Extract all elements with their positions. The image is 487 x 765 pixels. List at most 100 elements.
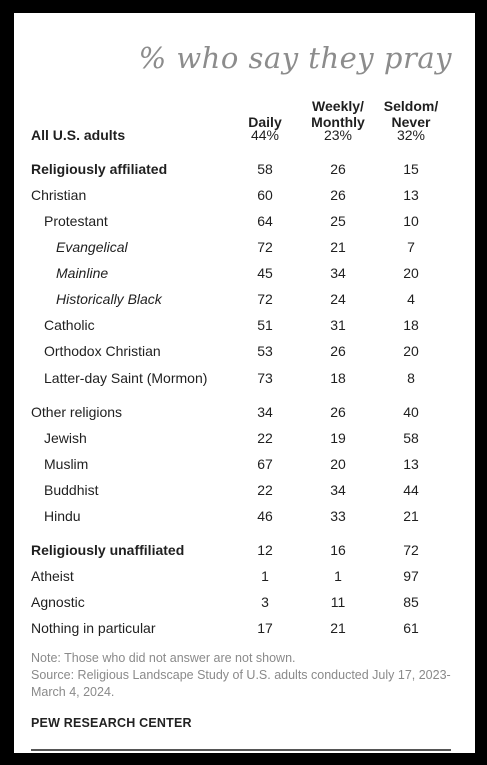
value-daily: 58 bbox=[257, 161, 273, 177]
value-seldom-never: 58 bbox=[403, 430, 419, 446]
row-label: Religiously unaffiliated bbox=[31, 542, 185, 558]
value-seldom-never: 7 bbox=[407, 239, 415, 255]
value-daily: 44% bbox=[250, 127, 280, 143]
value-weekly-monthly: 26 bbox=[330, 404, 346, 420]
table-row: Jewish 22 19 58 bbox=[14, 428, 475, 448]
row-label: Muslim bbox=[44, 456, 89, 472]
value-seldom-never: 20 bbox=[403, 343, 419, 359]
value-weekly-monthly: 31 bbox=[330, 317, 346, 333]
value-daily: 72 bbox=[257, 291, 273, 307]
row-label: Jewish bbox=[44, 430, 87, 446]
table-row: Religiously unaffiliated 12 16 72 bbox=[14, 540, 475, 560]
value-daily: 22 bbox=[257, 430, 273, 446]
value-seldom-never: 40 bbox=[403, 404, 419, 420]
table-row: Buddhist 22 34 44 bbox=[14, 480, 475, 500]
value-weekly-monthly: 18 bbox=[330, 370, 346, 386]
row-label: All U.S. adults bbox=[31, 127, 126, 143]
table-row: Other religions 34 26 40 bbox=[14, 402, 475, 422]
value-seldom-never: 44 bbox=[403, 482, 419, 498]
row-label: Agnostic bbox=[31, 594, 85, 610]
value-seldom-never: 72 bbox=[403, 542, 419, 558]
table-row: All U.S. adults 44% 23% 32% bbox=[14, 125, 475, 145]
row-label: Evangelical bbox=[56, 239, 128, 255]
value-daily: 51 bbox=[257, 317, 273, 333]
value-seldom-never: 20 bbox=[403, 265, 419, 281]
value-seldom-never: 18 bbox=[403, 317, 419, 333]
table-row: Mainline 45 34 20 bbox=[14, 263, 475, 283]
chart-notes: Note: Those who did not answer are not s… bbox=[31, 650, 451, 701]
row-label: Atheist bbox=[31, 568, 74, 584]
value-weekly-monthly: 26 bbox=[330, 343, 346, 359]
value-weekly-monthly: 33 bbox=[330, 508, 346, 524]
note-text: Note: Those who did not answer are not s… bbox=[31, 651, 296, 665]
row-label: Hindu bbox=[44, 508, 81, 524]
row-label: Buddhist bbox=[44, 482, 99, 498]
row-label: Orthodox Christian bbox=[44, 343, 161, 359]
row-label: Historically Black bbox=[56, 291, 162, 307]
value-daily: 45 bbox=[257, 265, 273, 281]
value-weekly-monthly: 20 bbox=[330, 456, 346, 472]
table-row: Nothing in particular 17 21 61 bbox=[14, 618, 475, 638]
value-daily: 53 bbox=[257, 343, 273, 359]
value-daily: 60 bbox=[257, 187, 273, 203]
organization-credit: PEW RESEARCH CENTER bbox=[31, 716, 192, 730]
value-daily: 3 bbox=[261, 594, 269, 610]
value-daily: 46 bbox=[257, 508, 273, 524]
chart-card: % who say they pray Daily Weekly/ Monthl… bbox=[14, 13, 475, 753]
row-label: Christian bbox=[31, 187, 87, 203]
table-row: Agnostic 3 11 85 bbox=[14, 592, 475, 612]
table-row: Muslim 67 20 13 bbox=[14, 454, 475, 474]
value-weekly-monthly: 23% bbox=[323, 127, 353, 143]
table-row: Hindu 46 33 21 bbox=[14, 506, 475, 526]
column-header-daily: Daily bbox=[248, 114, 282, 130]
column-header-seldom-never: Seldom/ Never bbox=[383, 98, 439, 130]
table-row: Latter-day Saint (Mormon) 73 18 8 bbox=[14, 368, 475, 388]
value-seldom-never: 21 bbox=[403, 508, 419, 524]
column-header-weekly-monthly: Weekly/ Monthly bbox=[311, 98, 365, 130]
value-weekly-monthly: 19 bbox=[330, 430, 346, 446]
value-weekly-monthly: 11 bbox=[330, 594, 346, 610]
value-weekly-monthly: 25 bbox=[330, 213, 346, 229]
value-seldom-never: 97 bbox=[403, 568, 419, 584]
value-weekly-monthly: 21 bbox=[330, 239, 346, 255]
value-seldom-never: 13 bbox=[403, 187, 419, 203]
value-daily: 17 bbox=[257, 620, 273, 636]
value-seldom-never: 10 bbox=[403, 213, 419, 229]
table-row: Atheist 1 1 97 bbox=[14, 566, 475, 586]
value-seldom-never: 61 bbox=[403, 620, 419, 636]
value-weekly-monthly: 1 bbox=[334, 568, 342, 584]
bottom-rule bbox=[31, 749, 451, 751]
table-row: Historically Black 72 24 4 bbox=[14, 289, 475, 309]
value-seldom-never: 32% bbox=[396, 127, 426, 143]
table-row: Catholic 51 31 18 bbox=[14, 315, 475, 335]
value-daily: 34 bbox=[257, 404, 273, 420]
value-daily: 64 bbox=[257, 213, 273, 229]
table-row: Christian 60 26 13 bbox=[14, 185, 475, 205]
value-daily: 67 bbox=[257, 456, 273, 472]
row-label: Protestant bbox=[44, 213, 108, 229]
value-weekly-monthly: 34 bbox=[330, 265, 346, 281]
row-label: Mainline bbox=[56, 265, 109, 281]
value-daily: 22 bbox=[257, 482, 273, 498]
value-weekly-monthly: 26 bbox=[330, 187, 346, 203]
value-seldom-never: 8 bbox=[407, 370, 415, 386]
value-daily: 1 bbox=[261, 568, 269, 584]
value-seldom-never: 15 bbox=[403, 161, 419, 177]
row-label: Religiously affiliated bbox=[31, 161, 168, 177]
value-daily: 73 bbox=[257, 370, 273, 386]
row-label: Other religions bbox=[31, 404, 123, 420]
row-label: Nothing in particular bbox=[31, 620, 156, 636]
row-label: Catholic bbox=[44, 317, 95, 333]
value-seldom-never: 13 bbox=[403, 456, 419, 472]
value-daily: 72 bbox=[257, 239, 273, 255]
chart-title: % who say they pray bbox=[138, 41, 452, 75]
source-text: Source: Religious Landscape Study of U.S… bbox=[31, 668, 451, 699]
value-weekly-monthly: 24 bbox=[330, 291, 346, 307]
value-weekly-monthly: 21 bbox=[330, 620, 346, 636]
table-row: Protestant 64 25 10 bbox=[14, 211, 475, 231]
table-row: Religiously affiliated 58 26 15 bbox=[14, 159, 475, 179]
value-seldom-never: 4 bbox=[407, 291, 415, 307]
table-row: Evangelical 72 21 7 bbox=[14, 237, 475, 257]
table-row: Orthodox Christian 53 26 20 bbox=[14, 341, 475, 361]
value-weekly-monthly: 16 bbox=[330, 542, 346, 558]
